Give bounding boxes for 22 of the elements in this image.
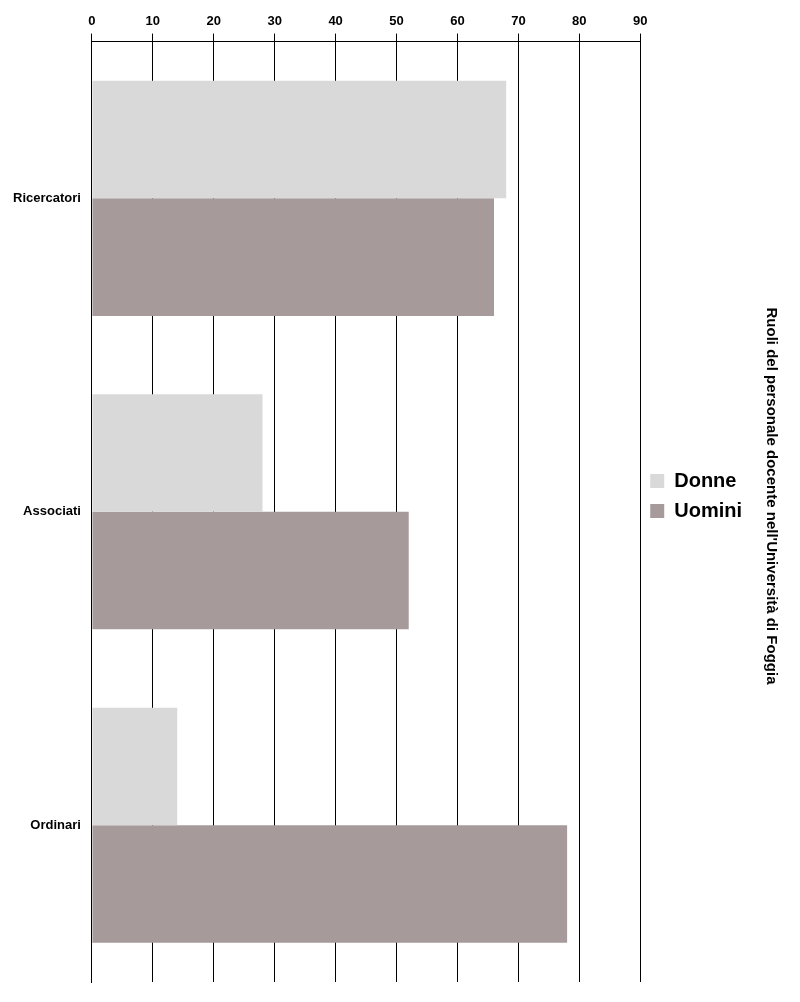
x-tick-label: 30: [267, 13, 282, 29]
text: Ruoli del personale docente nell'Università di Foggia: [763, 307, 781, 686]
x-tick-label: 90: [632, 13, 648, 29]
x-tick-label: 10: [145, 13, 161, 29]
y-tick-label: Ordinari: [30, 816, 81, 832]
x-tick-label: 50: [389, 13, 404, 29]
x-tick-label: 80: [572, 13, 587, 29]
x-tick-label: 60: [450, 13, 465, 29]
bar: [92, 707, 178, 826]
y-tick-label: Ricercatori: [13, 189, 81, 205]
bar: [92, 80, 507, 199]
bar: [92, 511, 409, 630]
x-tick-label: 20: [206, 13, 221, 29]
bar: [92, 394, 263, 512]
x-tick-label: 0: [88, 13, 96, 29]
y-tick-label: Associati: [23, 503, 81, 519]
x-tick-label: 40: [328, 13, 343, 29]
bar: [92, 198, 495, 316]
legend-label: Uomini: [674, 498, 743, 521]
x-tick-label: 70: [511, 13, 526, 29]
legend-label: Donne: [674, 468, 737, 491]
bar: [92, 825, 568, 943]
